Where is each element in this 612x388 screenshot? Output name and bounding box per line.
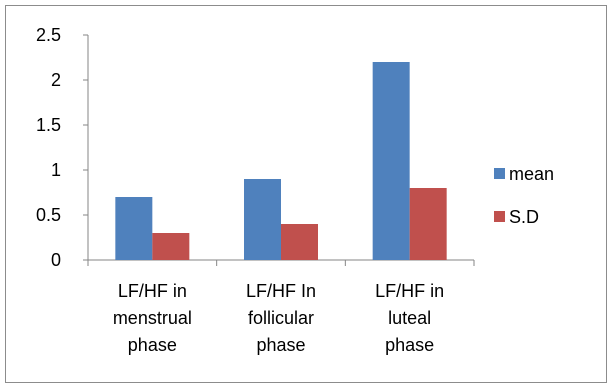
- category-label: LF/HF in: [118, 281, 187, 301]
- legend-label: mean: [509, 164, 554, 184]
- category-label: luteal: [388, 308, 431, 328]
- legend-swatch-s-d: [494, 211, 505, 222]
- category-label: follicular: [248, 308, 314, 328]
- y-tick-label: 2.5: [36, 25, 61, 45]
- category-label: LF/HF in: [375, 281, 444, 301]
- category-label: menstrual: [113, 308, 192, 328]
- bar-mean-2: [244, 179, 281, 260]
- legend-label: S.D: [509, 207, 539, 227]
- bar-mean-1: [115, 197, 153, 260]
- y-tick-label: 0.5: [36, 205, 61, 225]
- bar-s-d-1: [152, 233, 190, 260]
- category-label: phase: [256, 335, 305, 355]
- y-tick-label: 2: [51, 70, 61, 90]
- category-label: phase: [385, 335, 434, 355]
- y-tick-label: 1: [51, 160, 61, 180]
- category-labels: LF/HF in menstrual phase LF/HF In follicular…: [113, 281, 444, 355]
- bars: [115, 62, 447, 260]
- chart-frame: [5, 5, 607, 383]
- legend: mean S.D: [494, 164, 554, 227]
- y-tick-label: 1.5: [36, 115, 61, 135]
- bar-s-d-3: [409, 188, 447, 260]
- category-label: phase: [128, 335, 177, 355]
- bar-mean-3: [372, 62, 410, 260]
- legend-swatch-mean: [494, 168, 505, 179]
- y-tick-label: 0: [51, 250, 61, 270]
- y-tick-labels: 0 0.5 1 1.5 2 2.5: [36, 25, 61, 270]
- category-label: LF/HF In: [246, 281, 316, 301]
- bar-s-d-2: [281, 224, 318, 260]
